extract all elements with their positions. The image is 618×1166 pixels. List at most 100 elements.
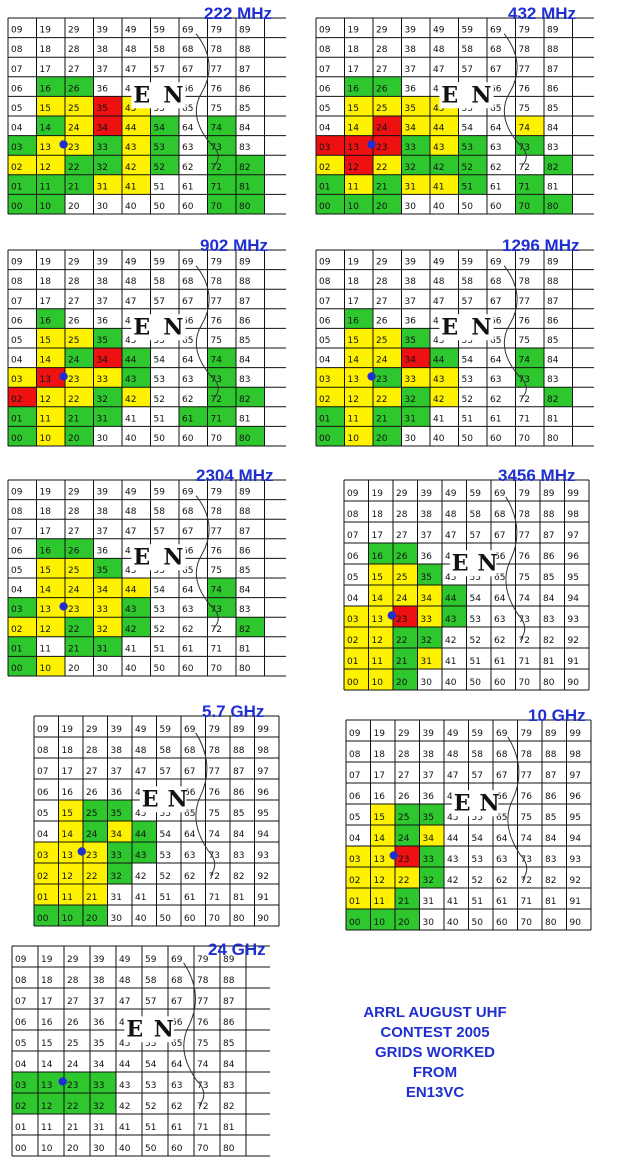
- grid-number: 74: [211, 124, 223, 134]
- grid-number: 58: [154, 507, 166, 517]
- grid-square-en02: [344, 627, 369, 648]
- grid-square-en61: [179, 406, 208, 427]
- grid-number: 46: [125, 546, 137, 556]
- field-label-bg: [124, 1016, 174, 1043]
- grid-number: 98: [568, 510, 580, 520]
- grid-number: 73: [211, 143, 222, 153]
- grid-number: 10: [372, 678, 384, 688]
- grid-number: 64: [182, 586, 194, 596]
- grid-number: 94: [258, 830, 270, 840]
- grid-number: 82: [239, 163, 250, 173]
- grid-number: 14: [348, 356, 360, 366]
- grid-square-en31: [93, 636, 122, 657]
- grid-square-en00: [8, 656, 37, 676]
- grid-number: 77: [519, 65, 530, 75]
- grid-number: 86: [233, 788, 245, 798]
- grid-number: 21: [68, 182, 79, 192]
- grid-number: 55: [470, 573, 481, 583]
- grid-square-en23: [373, 367, 402, 388]
- grid-number: 83: [547, 143, 558, 153]
- grid-square-en35: [93, 558, 122, 578]
- grid-square-en21: [65, 406, 94, 427]
- grid-square-en82: [236, 387, 265, 407]
- grid-square-en21: [65, 636, 94, 657]
- grid-number: 59: [462, 258, 474, 268]
- grid-square-en53: [150, 135, 179, 156]
- grid-square-en33: [417, 606, 442, 627]
- grid-square-en16: [36, 538, 65, 559]
- grid-number: 78: [521, 750, 533, 760]
- grid-number: 51: [154, 182, 165, 192]
- grid-number: 84: [547, 356, 559, 366]
- grid-number: 28: [68, 507, 80, 517]
- grid-number: 30: [405, 434, 417, 444]
- grid-number: 31: [97, 414, 108, 424]
- grid-number: 12: [40, 625, 51, 635]
- grid-number: 22: [376, 395, 387, 405]
- grid-number: 13: [40, 143, 51, 153]
- grid-number: 44: [125, 124, 137, 134]
- grid-number: 39: [405, 26, 417, 36]
- contest-caption: ARRL AUGUST UHF CONTEST 2005 GRIDS WORKE…: [330, 1003, 540, 1103]
- grid-square-en22: [395, 867, 420, 888]
- grid-number: 93: [570, 855, 581, 865]
- grid-number: 49: [447, 729, 459, 739]
- grid-number: 23: [68, 605, 79, 615]
- grid-square-en24: [65, 578, 94, 598]
- grid-number: 02: [11, 395, 22, 405]
- grid-number: 89: [239, 258, 251, 268]
- grid-number: 89: [239, 26, 251, 36]
- grid-number: 29: [376, 26, 388, 36]
- grid-number: 01: [11, 182, 22, 192]
- grid-number: 80: [233, 914, 245, 924]
- grid-number: 55: [154, 566, 165, 576]
- grid-square-en22: [65, 387, 94, 407]
- grid-map-svg: 09 08 07 06 05 04 03 02 01 00 19 18 17 16 15 14 13 12 11 10…: [315, 17, 594, 215]
- grid-number: 55: [145, 1039, 156, 1049]
- grid-number: 33: [421, 615, 432, 625]
- grid-number: 62: [182, 625, 193, 635]
- grid-number: 77: [519, 297, 530, 307]
- grid-number: 89: [223, 955, 235, 965]
- grid-number: 57: [154, 527, 165, 537]
- grid-number: 19: [62, 725, 74, 735]
- grid-number: 63: [171, 1081, 182, 1091]
- grid-square-en44: [430, 348, 459, 368]
- grid-square-en73: [515, 135, 544, 156]
- grid-number: 10: [374, 918, 386, 928]
- grid-number: 83: [545, 855, 556, 865]
- grid-number: 39: [421, 489, 433, 499]
- grid-square-en33: [401, 135, 430, 156]
- grid-number: 11: [40, 644, 51, 654]
- grid-number: 42: [433, 395, 444, 405]
- grid-map-svg: 09 08 07 06 05 04 03 02 01 00 19 18 17 16 15 14 13 12 11 10…: [7, 249, 286, 447]
- grid-number: 34: [111, 830, 123, 840]
- grid-number: 36: [423, 792, 435, 802]
- grid-number: 18: [40, 45, 52, 55]
- grid-number: 98: [258, 746, 270, 756]
- grid-square-en34: [419, 825, 444, 846]
- grid-square-en12: [36, 617, 65, 637]
- grid-number: 54: [154, 356, 166, 366]
- grid-square-en34: [417, 585, 442, 606]
- grid-number: 80: [223, 1144, 235, 1154]
- grid-number: 09: [11, 26, 23, 36]
- grid-number: 97: [570, 771, 581, 781]
- grid-number: 74: [211, 356, 223, 366]
- grid-square-en25: [65, 328, 94, 348]
- grid-number: 28: [86, 746, 98, 756]
- grid-square-en13: [58, 842, 83, 863]
- grid-number: 01: [37, 893, 48, 903]
- grid-number: 37: [421, 531, 432, 541]
- grid-square-en31: [417, 648, 442, 669]
- grid-number: 22: [376, 163, 387, 173]
- field-letter-e: E: [133, 82, 150, 108]
- grid-number: 57: [160, 767, 171, 777]
- grid-number: 35: [423, 813, 434, 823]
- grid-square-en25: [373, 328, 402, 348]
- grid-number: 32: [111, 872, 122, 882]
- grid-number: 06: [37, 788, 49, 798]
- grid-number: 10: [40, 434, 52, 444]
- grid-number: 69: [182, 26, 194, 36]
- grid-square-en25: [65, 558, 94, 578]
